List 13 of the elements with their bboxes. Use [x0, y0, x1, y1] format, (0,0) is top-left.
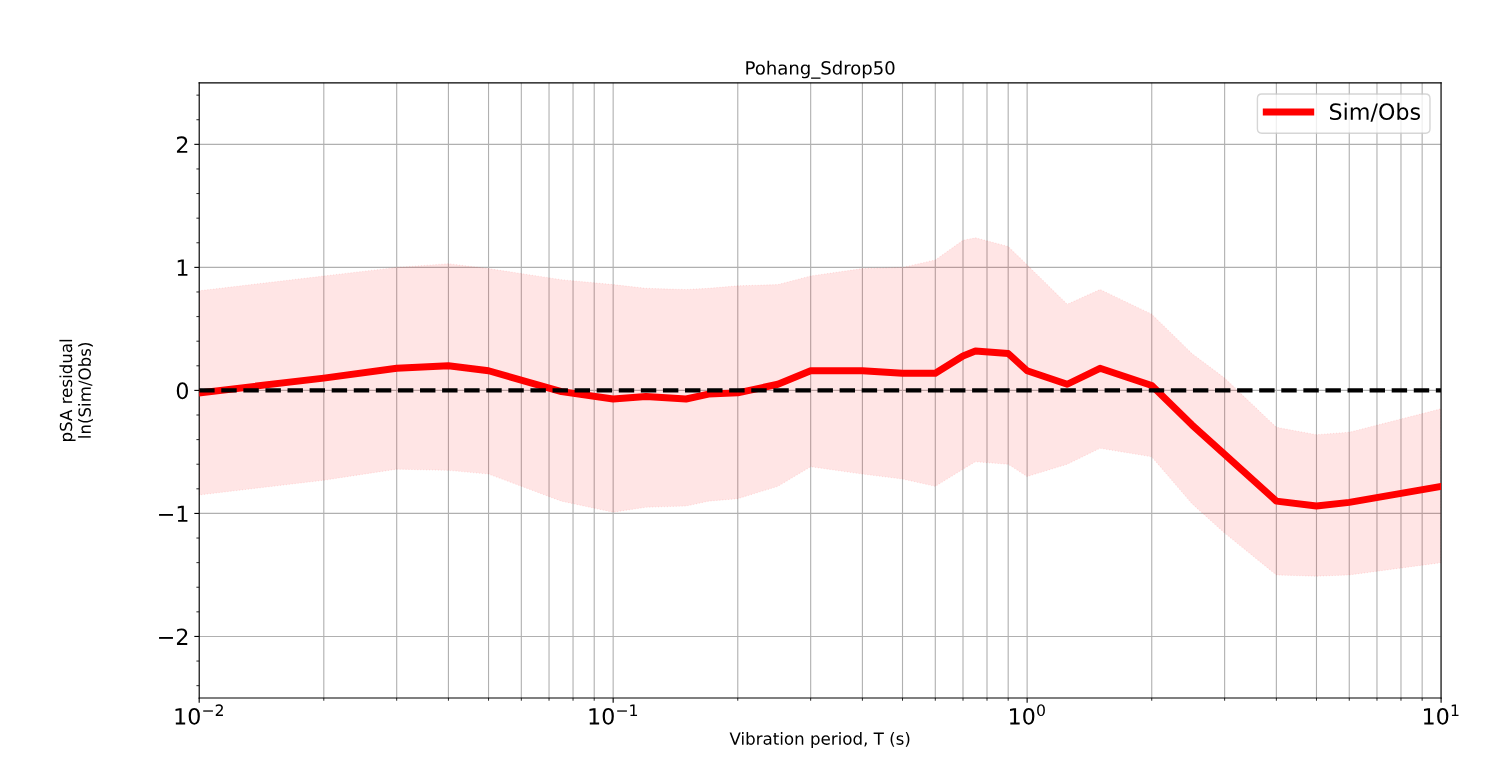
y-tick-label: 1 — [177, 259, 188, 276]
y-tick-label: 0 — [176, 382, 188, 400]
x-axis-title: Vibration period, T (s) — [729, 731, 910, 749]
y-tick-label: −1 — [159, 505, 188, 522]
x-tick-label: 10$^{0}$ — [1010, 704, 1045, 725]
y-axis-title: pSA residual ln(Sim/Obs) — [59, 339, 93, 441]
chart-title: Pohang_Sdrop50 — [746, 60, 895, 79]
x-tick-label: 10$^{1}$ — [1423, 704, 1459, 725]
x-tick-label: 10$^{−2}$ — [175, 704, 223, 725]
y-tick-label: −2 — [159, 628, 188, 645]
y-tick-label: 2 — [176, 136, 188, 153]
x-tick-label: 10$^{−1}$ — [589, 704, 638, 725]
legend-label: Sim/Obs — [1329, 102, 1421, 122]
